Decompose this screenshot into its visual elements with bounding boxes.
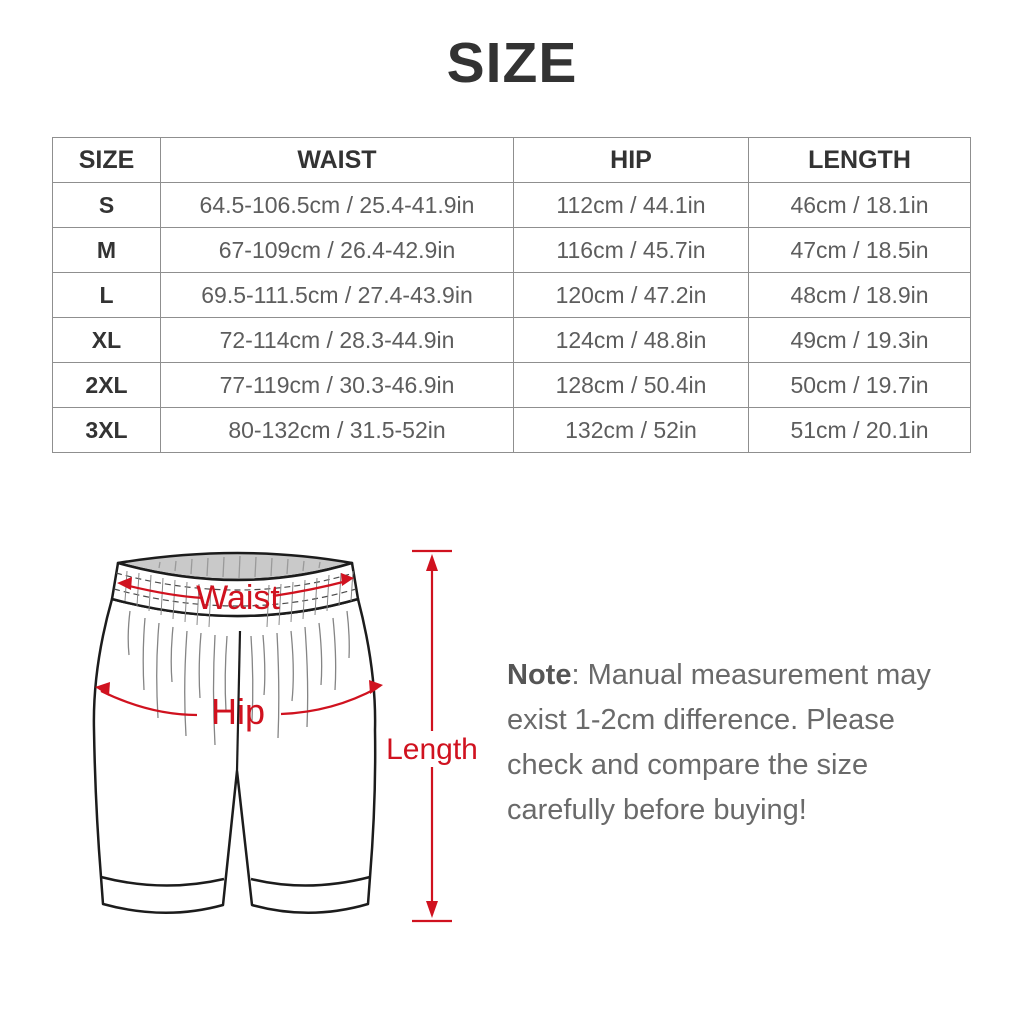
- waist-value: 64.5-106.5cm / 25.4-41.9in: [160, 182, 514, 228]
- shorts-measurement-diagram: Waist Hip Length: [92, 549, 478, 923]
- gather-lines: [127, 610, 350, 746]
- hip-value: 112cm / 44.1in: [513, 182, 749, 228]
- size-label: XL: [52, 317, 161, 363]
- table-row: M 67-109cm / 26.4-42.9in 116cm / 45.7in …: [52, 227, 971, 273]
- header-hip: HIP: [513, 137, 749, 183]
- table-row: L 69.5-111.5cm / 27.4-43.9in 120cm / 47.…: [52, 272, 971, 318]
- length-label: Length: [386, 733, 478, 766]
- size-table: SIZE WAIST HIP LENGTH S 64.5-106.5cm / 2…: [52, 137, 971, 453]
- waist-value: 69.5-111.5cm / 27.4-43.9in: [160, 272, 514, 318]
- shorts-silhouette: [92, 597, 377, 914]
- opening-streaks: [158, 555, 321, 579]
- table-row: S 64.5-106.5cm / 25.4-41.9in 112cm / 44.…: [52, 182, 971, 228]
- length-arrow: [412, 549, 452, 923]
- hip-value: 120cm / 47.2in: [513, 272, 749, 318]
- length-value: 48cm / 18.9in: [748, 272, 971, 318]
- hip-value: 128cm / 50.4in: [513, 362, 749, 408]
- length-value: 49cm / 19.3in: [748, 317, 971, 363]
- table-row: 3XL 80-132cm / 31.5-52in 132cm / 52in 51…: [52, 407, 971, 453]
- header-size: SIZE: [52, 137, 161, 183]
- length-value: 47cm / 18.5in: [748, 227, 971, 273]
- size-label: M: [52, 227, 161, 273]
- header-length: LENGTH: [748, 137, 971, 183]
- hip-value: 132cm / 52in: [513, 407, 749, 453]
- waist-value: 67-109cm / 26.4-42.9in: [160, 227, 514, 273]
- header-waist: WAIST: [160, 137, 514, 183]
- waist-value: 77-119cm / 30.3-46.9in: [160, 362, 514, 408]
- waist-value: 72-114cm / 28.3-44.9in: [160, 317, 514, 363]
- table-row: XL 72-114cm / 28.3-44.9in 124cm / 48.8in…: [52, 317, 971, 363]
- length-value: 46cm / 18.1in: [748, 182, 971, 228]
- center-seam: [235, 630, 242, 772]
- length-value: 50cm / 19.7in: [748, 362, 971, 408]
- size-label: S: [52, 182, 161, 228]
- waist-label: Waist: [196, 579, 280, 617]
- table-header-row: SIZE WAIST HIP LENGTH: [52, 137, 971, 183]
- waistband-stitch-top: [115, 572, 355, 591]
- right-hem-line: [250, 875, 371, 887]
- hip-label: Hip: [211, 691, 265, 732]
- hip-value: 116cm / 45.7in: [513, 227, 749, 273]
- waistband-stitch-bottom: [113, 588, 357, 607]
- table-row: 2XL 77-119cm / 30.3-46.9in 128cm / 50.4i…: [52, 362, 971, 408]
- note-label: Note: [507, 659, 572, 691]
- waist-value: 80-132cm / 31.5-52in: [160, 407, 514, 453]
- size-label: 3XL: [52, 407, 161, 453]
- waist-arrow: [117, 573, 354, 600]
- hip-value: 124cm / 48.8in: [513, 317, 749, 363]
- left-hem-line: [100, 875, 225, 887]
- page-title: SIZE: [446, 31, 578, 95]
- measurement-note: Note: Manual measurement may exist 1-2cm…: [507, 653, 959, 833]
- size-label: L: [52, 272, 161, 318]
- length-value: 51cm / 20.1in: [748, 407, 971, 453]
- hip-arrow: [95, 680, 383, 717]
- note-text: : Manual measurement may exist 1-2cm dif…: [507, 659, 931, 826]
- size-label: 2XL: [52, 362, 161, 408]
